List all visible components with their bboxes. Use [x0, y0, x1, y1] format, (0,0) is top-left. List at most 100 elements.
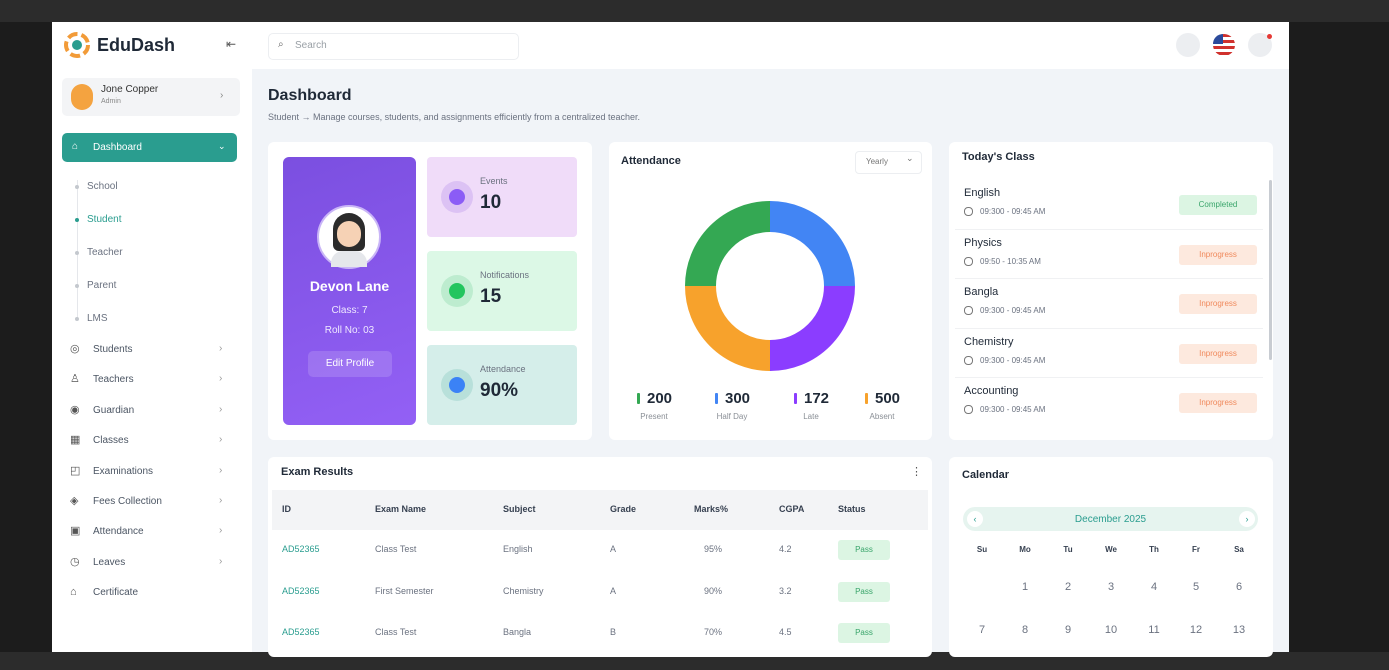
edit-profile-button[interactable]: Edit Profile — [308, 351, 392, 377]
column-header[interactable]: Subject — [503, 504, 536, 514]
calendar-day[interactable]: 7 — [978, 624, 986, 636]
menu-chevron: › — [219, 403, 223, 415]
column-header[interactable]: Grade — [610, 504, 637, 514]
stat-value: 15 — [480, 286, 502, 307]
status-badge: Pass — [838, 581, 890, 602]
table-cell: Class Test — [375, 544, 417, 554]
period-label: Yearly — [866, 157, 888, 166]
column-header[interactable]: Marks% — [694, 504, 729, 514]
weekday: Tu — [1063, 545, 1073, 554]
class-subject: Chemistry — [964, 335, 1014, 348]
submenu-item[interactable]: LMS — [87, 313, 108, 324]
calendar-card — [949, 457, 1273, 657]
stat-value: 10 — [480, 192, 502, 213]
calendar-day[interactable]: 6 — [1235, 581, 1243, 593]
menu-item[interactable]: Guardian — [93, 404, 135, 416]
profile-avatar — [317, 205, 381, 269]
stat-icon — [449, 189, 465, 205]
class-time: 09:50 - 10:35 AM — [980, 256, 1041, 266]
search-box[interactable] — [268, 33, 519, 60]
calendar-day[interactable]: 4 — [1150, 581, 1158, 593]
settings-button[interactable] — [1176, 33, 1200, 57]
menu-icon: ◎ — [70, 343, 80, 355]
language-flag[interactable] — [1213, 34, 1235, 56]
menu-item[interactable]: Students — [93, 344, 133, 355]
menu-item[interactable]: Certificate — [93, 587, 139, 599]
submenu-line — [77, 180, 78, 320]
class-subject: English — [964, 187, 1001, 199]
table-cell: First Semester — [375, 585, 434, 596]
menu-item[interactable]: Examinations — [93, 465, 154, 477]
calendar-title: Calendar — [962, 469, 1010, 481]
table-cell: 4.5 — [779, 627, 792, 637]
submenu-item[interactable]: Student — [87, 214, 122, 225]
avatar-face — [337, 221, 361, 247]
menu-item[interactable]: Attendance — [93, 526, 144, 538]
calendar-day[interactable]: 13 — [1232, 624, 1246, 636]
table-cell: 70% — [704, 627, 723, 637]
exam-results-card — [268, 457, 932, 657]
menu-icon: ◰ — [70, 464, 81, 477]
nav-active-chevron: ⌄ — [218, 141, 226, 151]
calendar-day[interactable]: 8 — [1021, 624, 1029, 636]
submenu-item[interactable]: Parent — [87, 280, 117, 291]
exam-id[interactable]: AD52365 — [282, 627, 320, 637]
clock-icon — [964, 405, 973, 415]
legend-value: 300 — [725, 390, 751, 407]
class-status: Inprogress — [1179, 393, 1257, 414]
calendar-day[interactable]: 5 — [1192, 581, 1200, 593]
prev-month[interactable]: ‹ — [967, 511, 983, 527]
donut-segment — [685, 201, 771, 287]
calendar-day[interactable]: 12 — [1189, 624, 1203, 636]
donut-segment — [685, 285, 771, 371]
collapse-button[interactable]: ⇤ — [226, 37, 237, 51]
menu-chevron: › — [219, 343, 223, 354]
submenu-dot — [75, 185, 79, 189]
menu-chevron: › — [219, 373, 223, 385]
menu-item[interactable]: Classes — [93, 435, 129, 447]
menu-chevron: › — [219, 525, 223, 537]
submenu-item[interactable]: School — [87, 181, 118, 192]
legend-label: Late — [803, 412, 819, 421]
more-button[interactable]: ⋮ — [911, 466, 922, 478]
class-subject: Bangla — [964, 286, 999, 299]
exam-id[interactable]: AD52365 — [282, 544, 320, 554]
submenu-item[interactable]: Teacher — [87, 247, 123, 258]
class-time: 09:300 - 09:45 AM — [980, 207, 1046, 216]
column-header[interactable]: CGPA — [779, 504, 805, 514]
table-header-bg — [272, 490, 928, 530]
period-dropdown[interactable] — [855, 151, 922, 174]
stat-label: Notifications — [480, 270, 530, 280]
table-cell: 95% — [704, 544, 723, 554]
stat-label: Attendance — [480, 364, 526, 374]
column-header[interactable]: Exam Name — [375, 504, 427, 514]
calendar-day[interactable]: 3 — [1107, 581, 1115, 593]
stat-label: Events — [480, 176, 508, 186]
menu-item[interactable]: Fees Collection — [93, 496, 162, 507]
stat-icon — [449, 283, 465, 299]
exam-id[interactable]: AD52365 — [282, 585, 320, 596]
next-month[interactable]: › — [1239, 511, 1255, 527]
calendar-day[interactable]: 11 — [1148, 624, 1160, 636]
column-header[interactable]: Status — [838, 504, 866, 514]
calendar-day[interactable]: 10 — [1104, 624, 1118, 636]
class-divider — [955, 278, 1263, 280]
calendar-day[interactable]: 1 — [1021, 581, 1029, 593]
nav-active[interactable] — [62, 133, 237, 162]
calendar-day[interactable]: 9 — [1064, 624, 1072, 636]
calendar-day[interactable]: 2 — [1064, 581, 1072, 593]
menu-item[interactable]: Teachers — [93, 374, 134, 386]
weekday: Mo — [1019, 545, 1031, 554]
top-band — [0, 0, 1389, 22]
weekday: Fr — [1192, 545, 1200, 554]
clock-icon — [964, 207, 973, 216]
column-header[interactable]: ID — [282, 504, 291, 514]
user-name: Jone Copper — [101, 84, 159, 95]
menu-item[interactable]: Leaves — [93, 556, 126, 568]
menu-icon: ▦ — [70, 434, 81, 447]
weekday: Sa — [1234, 545, 1244, 554]
class-time: 09:300 - 09:45 AM — [980, 306, 1046, 316]
search-placeholder: Search — [295, 40, 327, 51]
scrollbar — [1269, 180, 1272, 360]
class-divider — [955, 377, 1263, 379]
